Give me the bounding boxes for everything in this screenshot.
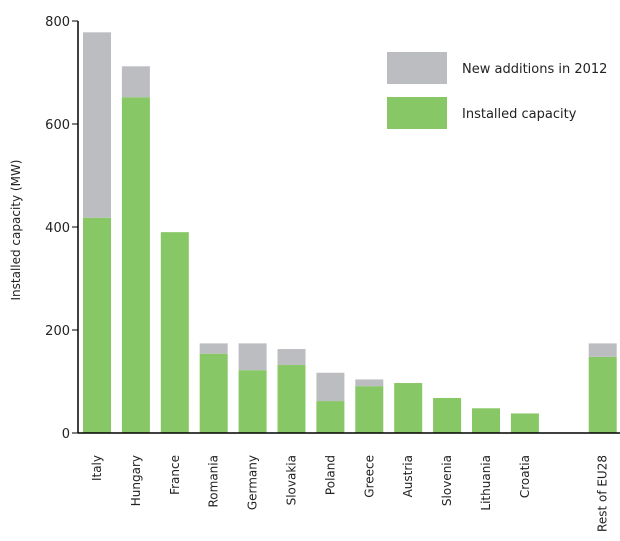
- x-tick-label-lithuania: Lithuania: [479, 455, 493, 511]
- bar-germany-new-additions-in-2012: [238, 343, 267, 371]
- x-tick-label-slovenia: Slovenia: [440, 455, 454, 506]
- legend-swatch-installed-capacity: [387, 97, 447, 129]
- y-tick-label: 200: [45, 324, 70, 339]
- x-tick-label-italy: Italy: [90, 455, 104, 481]
- x-tick-label-slovakia: Slovakia: [285, 455, 299, 505]
- bar-italy-new-additions-in-2012: [83, 32, 111, 218]
- bar-france-installed-capacity: [160, 232, 189, 433]
- bars-layer: [83, 32, 617, 433]
- x-tick-label-poland: Poland: [323, 455, 337, 495]
- bar-romania-installed-capacity: [199, 353, 228, 433]
- y-tick-label: 400: [45, 221, 70, 236]
- bar-hungary-new-additions-in-2012: [121, 66, 150, 98]
- x-tick-label-hungary: Hungary: [129, 455, 143, 506]
- x-tick-label-romania: Romania: [207, 455, 221, 507]
- y-ticks-layer: 0 200 400 600 800: [45, 15, 78, 442]
- x-labels-layer: Italy Hungary France Romania Germany Slovakia…: [90, 455, 610, 532]
- y-axis-label: Installed capacity (MW): [9, 160, 23, 301]
- bar-romania-new-additions-in-2012: [199, 343, 228, 354]
- bar-italy-installed-capacity: [83, 217, 111, 433]
- x-tick-label-greece: Greece: [362, 455, 376, 498]
- x-tick-label-rest-of-eu28: Rest of EU28: [596, 455, 610, 532]
- legend-label-new-additions: New additions in 2012: [462, 62, 607, 77]
- bar-poland-new-additions-in-2012: [316, 372, 345, 402]
- x-tick-label-austria: Austria: [401, 455, 415, 497]
- y-tick-label: 800: [45, 15, 70, 30]
- bar-slovakia-installed-capacity: [277, 365, 306, 433]
- bar-rest-of-eu28-installed-capacity: [588, 356, 617, 433]
- bar-germany-installed-capacity: [238, 370, 267, 433]
- x-tick-label-france: France: [168, 455, 182, 495]
- bar-slovenia-installed-capacity: [433, 397, 462, 433]
- legend-swatch-new-additions: [387, 52, 447, 84]
- y-tick-label: 0: [62, 427, 70, 442]
- legend-label-installed-capacity: Installed capacity: [462, 107, 577, 122]
- legend: New additions in 2012 Installed capacity: [387, 52, 607, 129]
- bar-slovakia-new-additions-in-2012: [277, 349, 306, 366]
- axes-layer: [77, 21, 620, 434]
- bar-rest-of-eu28-new-additions-in-2012: [588, 343, 617, 357]
- bar-hungary-installed-capacity: [121, 97, 150, 433]
- bar-poland-installed-capacity: [316, 401, 345, 433]
- x-tick-label-croatia: Croatia: [518, 455, 532, 498]
- y-tick-label: 600: [45, 118, 70, 133]
- bar-greece-installed-capacity: [355, 386, 384, 433]
- bar-lithuania-installed-capacity: [472, 408, 500, 433]
- bar-austria-installed-capacity: [394, 383, 423, 433]
- x-tick-label-germany: Germany: [246, 455, 260, 510]
- bar-croatia-installed-capacity: [510, 413, 539, 433]
- bar-greece-new-additions-in-2012: [355, 379, 384, 387]
